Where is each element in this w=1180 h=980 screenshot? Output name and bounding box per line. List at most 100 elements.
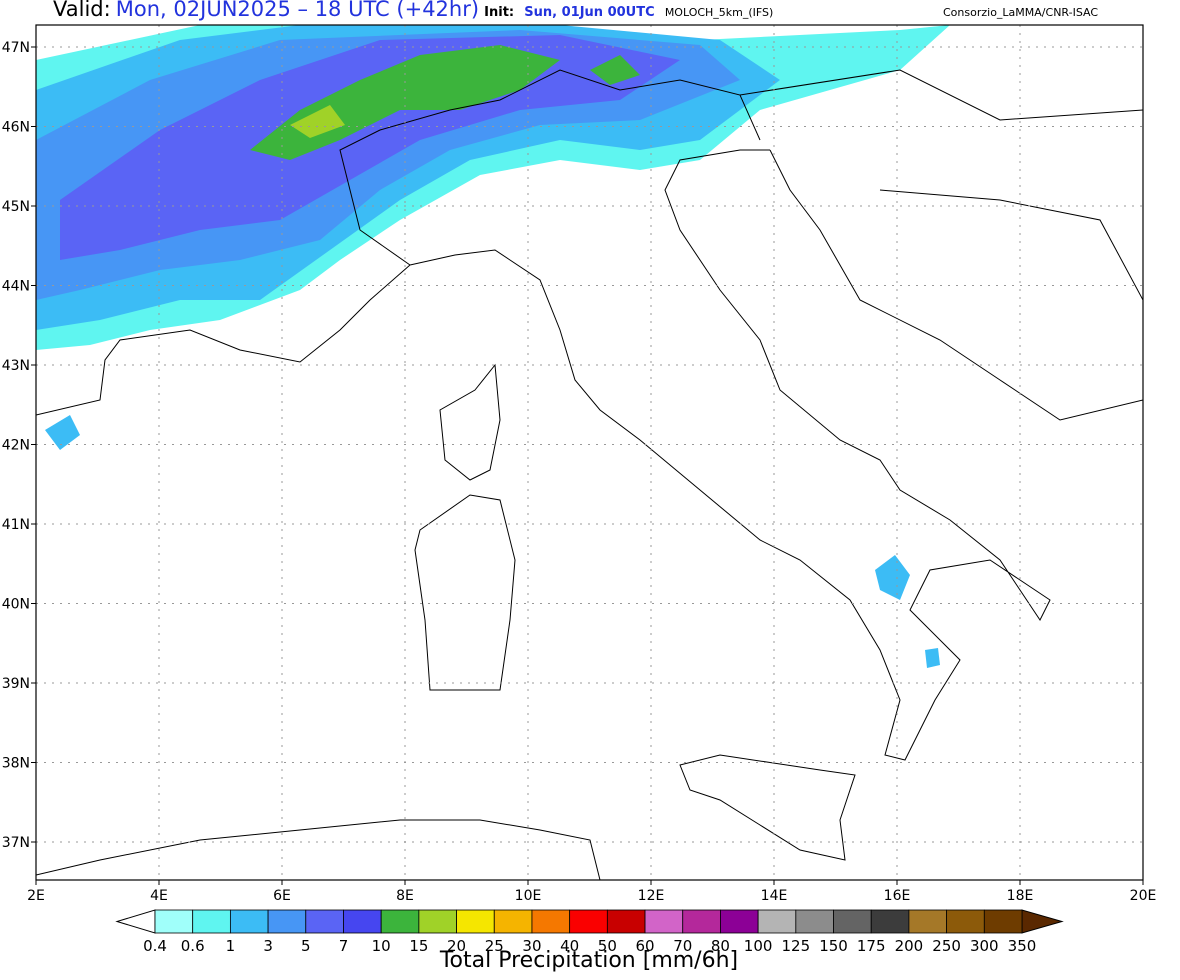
lon-label: 20E [1130,888,1157,904]
colorbar-label: 15 [409,937,428,955]
precip-south [875,555,910,600]
lon-label: 4E [150,888,168,904]
colorbar-label: 250 [932,937,961,955]
lat-label: 40N [2,597,30,613]
colorbar-label: 50 [598,937,617,955]
lon-label: 14E [761,888,788,904]
colorbar-over [1021,909,1064,934]
colorbar-label: 125 [782,937,811,955]
coastlines [36,69,1143,880]
colorbar-swatch [983,909,1023,934]
colorbar-swatch [720,909,759,934]
colorbar-label: 20 [447,937,466,955]
lon-label: 10E [515,888,542,904]
lat-label: 45N [2,199,30,215]
lat-label: 38N [2,756,30,772]
lat-label: 47N [2,40,30,56]
colorbar-swatch [267,909,307,934]
colorbar-swatch [946,909,985,934]
colorbar-swatch [456,909,495,934]
colorbar-swatch [380,909,420,934]
precip-field [36,25,950,668]
lat-label: 46N [2,120,30,136]
colorbar-label: 0.4 [143,937,167,955]
colorbar-label: 300 [970,937,999,955]
lat-label: 41N [2,517,30,533]
colorbar-label: 25 [485,937,504,955]
lon-label: 6E [273,888,291,904]
colorbar-under [115,909,156,934]
precip-deep [60,35,680,260]
lon-label: 8E [396,888,414,904]
lon-label: 12E [638,888,665,904]
header: Valid: Mon, 02JUN2025 – 18 UTC (+42hr) I… [53,0,1098,23]
colorbar-label: 10 [372,937,391,955]
lat-label: 37N [2,835,30,851]
colorbar-label: 5 [301,937,311,955]
colorbar-swatch [531,909,571,934]
colorbar-swatch [644,909,684,934]
colorbar-label: 30 [522,937,541,955]
colorbar-label: 60 [635,937,654,955]
border-alps [339,69,761,266]
colorbar-label: 350 [1008,937,1037,955]
init-time: Sun, 01Jun 00UTC [524,5,655,20]
colorbar-label: 1 [226,937,236,955]
colorbar-label: 150 [819,937,848,955]
colorbar-swatch [418,909,457,934]
colorbar-label: 200 [895,937,924,955]
model-name: MOLOCH_5km_(IFS) [664,6,774,19]
colorbar-swatch [305,909,344,934]
colorbar-title: Total Precipitation [mm/6h] [439,948,738,973]
lat-label: 39N [2,676,30,692]
coast-sicily [679,754,856,861]
colorbar-swatch [569,909,608,934]
colorbar-swatch [682,909,721,934]
coast-croatia [769,149,1143,421]
colorbar-swatch [154,909,194,934]
coast-italy [409,149,1051,761]
border-balkans [739,69,1143,301]
colorbar-swatch [606,909,646,934]
colorbar-swatch [870,909,910,934]
precip-green2 [590,55,640,85]
coast-sardinia [414,494,516,691]
precip-sardinia-w [45,415,80,450]
colorbar-swatch [795,909,834,934]
lat-label: 44N [2,279,30,295]
coast-corsica [439,363,501,481]
valid-time: Mon, 02JUN2025 – 18 UTC (+42hr) [115,0,480,21]
colorbar-label: 175 [857,937,886,955]
graticule: 2E 4E 6E 8E 10E 12E 14E 16E 18E 20E 37N 38N 39N 40N 41… [2,25,1157,904]
colorbar: 0.4 0.6 1 3 5 7 10 15 20 25 30 40 50 60 70 80 100 125 150 1… [115,909,1064,955]
precip-calabria [925,648,940,668]
colorbar-swatch [343,909,382,934]
lon-label: 16E [884,888,911,904]
colorbar-swatch [192,909,231,934]
colorbar-swatch [908,909,948,934]
init-label: Init: [484,5,515,20]
colorbar-label: 70 [673,937,692,955]
colorbar-swatch [833,909,872,934]
coast-africa [36,819,601,880]
coast-france [36,264,411,416]
lat-label: 43N [2,358,30,374]
colorbar-label: 7 [339,937,349,955]
colorbar-label: 80 [711,937,730,955]
lon-label: 18E [1007,888,1034,904]
valid-label: Valid: [53,0,111,21]
colorbar-label: 40 [560,937,579,955]
lat-label: 42N [2,438,30,454]
colorbar-swatch [757,909,797,934]
map-frame [35,24,1144,881]
lon-label: 2E [27,888,45,904]
colorbar-label: 0.6 [181,937,205,955]
colorbar-label: 3 [263,937,273,955]
colorbar-label: 100 [744,937,773,955]
colorbar-swatch [493,909,533,934]
precip-lime [290,105,345,138]
colorbar-swatch [229,909,269,934]
credit: Consorzio_LaMMA/CNR-ISAC [943,6,1099,19]
